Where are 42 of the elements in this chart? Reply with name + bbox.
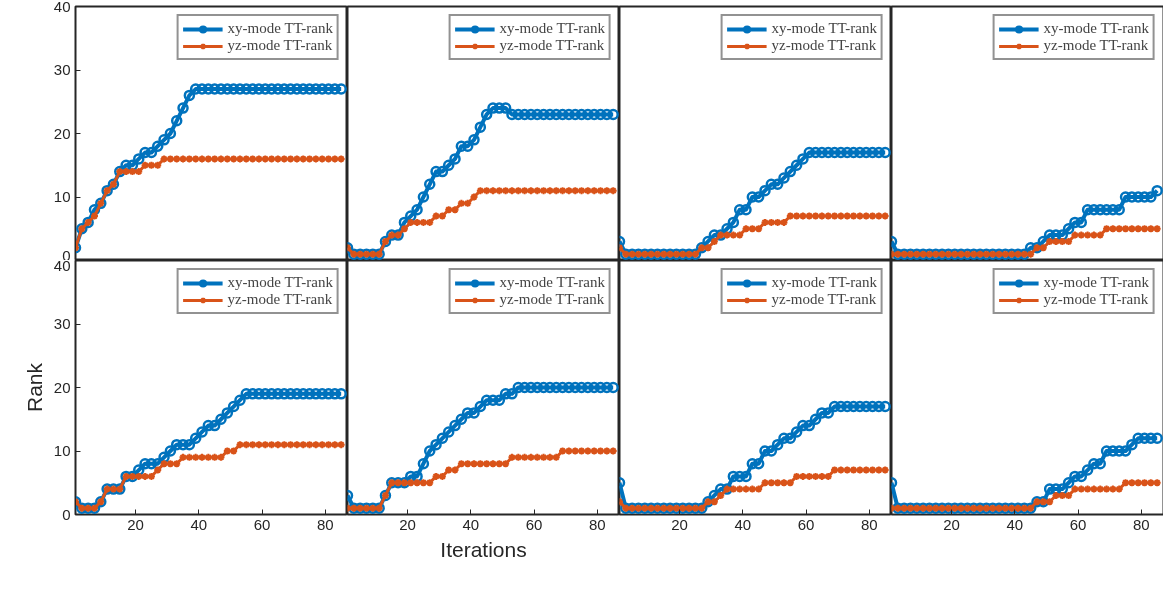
y-tick-label: 10 <box>53 188 71 205</box>
x-axis-title: Iterations <box>440 537 527 561</box>
legend-label: xy-mode TT-rank <box>771 274 877 291</box>
x-tick-label: 40 <box>462 515 480 533</box>
x-tick-label: 20 <box>943 515 960 533</box>
x-tick-label: 60 <box>1069 515 1087 533</box>
y-tick-label: 10 <box>53 442 71 459</box>
legend-label: xy-mode TT-rank <box>499 274 605 291</box>
legend-label: yz-mode TT-rank <box>499 291 605 308</box>
x-tick-label: 40 <box>1006 515 1024 533</box>
legend-label: yz-mode TT-rank <box>227 37 333 54</box>
y-tick-label: 30 <box>53 61 71 78</box>
legend-label: xy-mode TT-rank <box>499 20 605 37</box>
y-tick-label: 30 <box>53 315 71 332</box>
x-tick-label: 60 <box>253 515 271 533</box>
x-tick-label: 80 <box>317 515 334 533</box>
x-tick-label: 40 <box>734 515 752 533</box>
x-tick-label: 20 <box>671 515 688 533</box>
x-tick-label: 60 <box>797 515 815 533</box>
x-tick-label: 60 <box>525 515 543 533</box>
legend-label: xy-mode TT-rank <box>227 274 333 291</box>
x-tick-label: 20 <box>399 515 416 533</box>
x-tick-label: 40 <box>190 515 208 533</box>
x-tick-label: 80 <box>861 515 878 533</box>
legend-label: yz-mode TT-rank <box>499 37 605 54</box>
x-tick-label: 80 <box>1133 515 1150 533</box>
y-tick-label: 20 <box>53 378 71 396</box>
y-tick-label: 20 <box>53 124 71 142</box>
x-tick-label: 20 <box>127 515 144 533</box>
legend-label: yz-mode TT-rank <box>1043 37 1149 54</box>
legend-label: yz-mode TT-rank <box>227 291 333 308</box>
legend-label: xy-mode TT-rank <box>1043 20 1149 37</box>
legend-label: yz-mode TT-rank <box>771 291 877 308</box>
legend-label: xy-mode TT-rank <box>1043 274 1149 291</box>
y-tick-label: 0 <box>62 505 71 523</box>
legend-label: yz-mode TT-rank <box>771 37 877 54</box>
x-tick-label: 80 <box>589 515 606 533</box>
legend-label: xy-mode TT-rank <box>227 20 333 37</box>
legend-label: yz-mode TT-rank <box>1043 291 1149 308</box>
y-axis-title: Rank <box>22 362 46 413</box>
y-tick-label: 40 <box>53 0 71 15</box>
legend-label: xy-mode TT-rank <box>771 20 877 37</box>
